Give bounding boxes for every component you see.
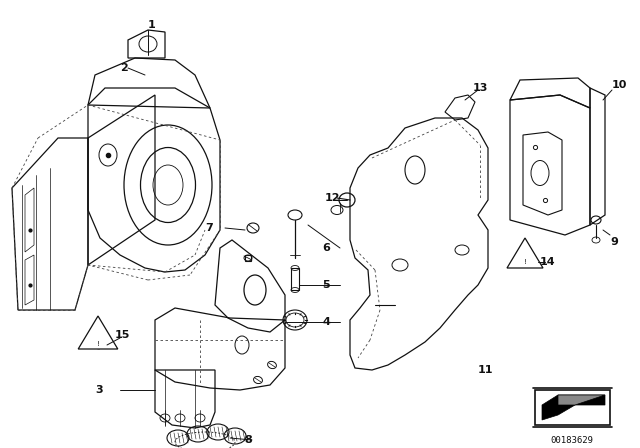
Text: 12: 12	[325, 193, 340, 203]
Text: 13: 13	[472, 83, 488, 93]
Text: 8: 8	[244, 435, 252, 445]
Text: 15: 15	[115, 330, 130, 340]
Text: ~: ~	[96, 348, 100, 352]
Text: 9: 9	[610, 237, 618, 247]
Text: 5: 5	[323, 280, 330, 290]
Text: 00183629: 00183629	[550, 435, 593, 444]
Text: 2: 2	[120, 63, 128, 73]
Text: 14: 14	[540, 257, 555, 267]
Polygon shape	[558, 395, 605, 405]
Text: !: !	[524, 259, 527, 265]
Polygon shape	[542, 395, 605, 420]
Text: 4: 4	[322, 317, 330, 327]
Text: 3: 3	[95, 385, 102, 395]
Text: 7: 7	[205, 223, 212, 233]
Text: 1: 1	[148, 20, 156, 30]
Text: !: !	[97, 341, 99, 347]
Text: 11: 11	[478, 365, 493, 375]
Text: 10: 10	[612, 80, 627, 90]
Text: 6: 6	[322, 243, 330, 253]
